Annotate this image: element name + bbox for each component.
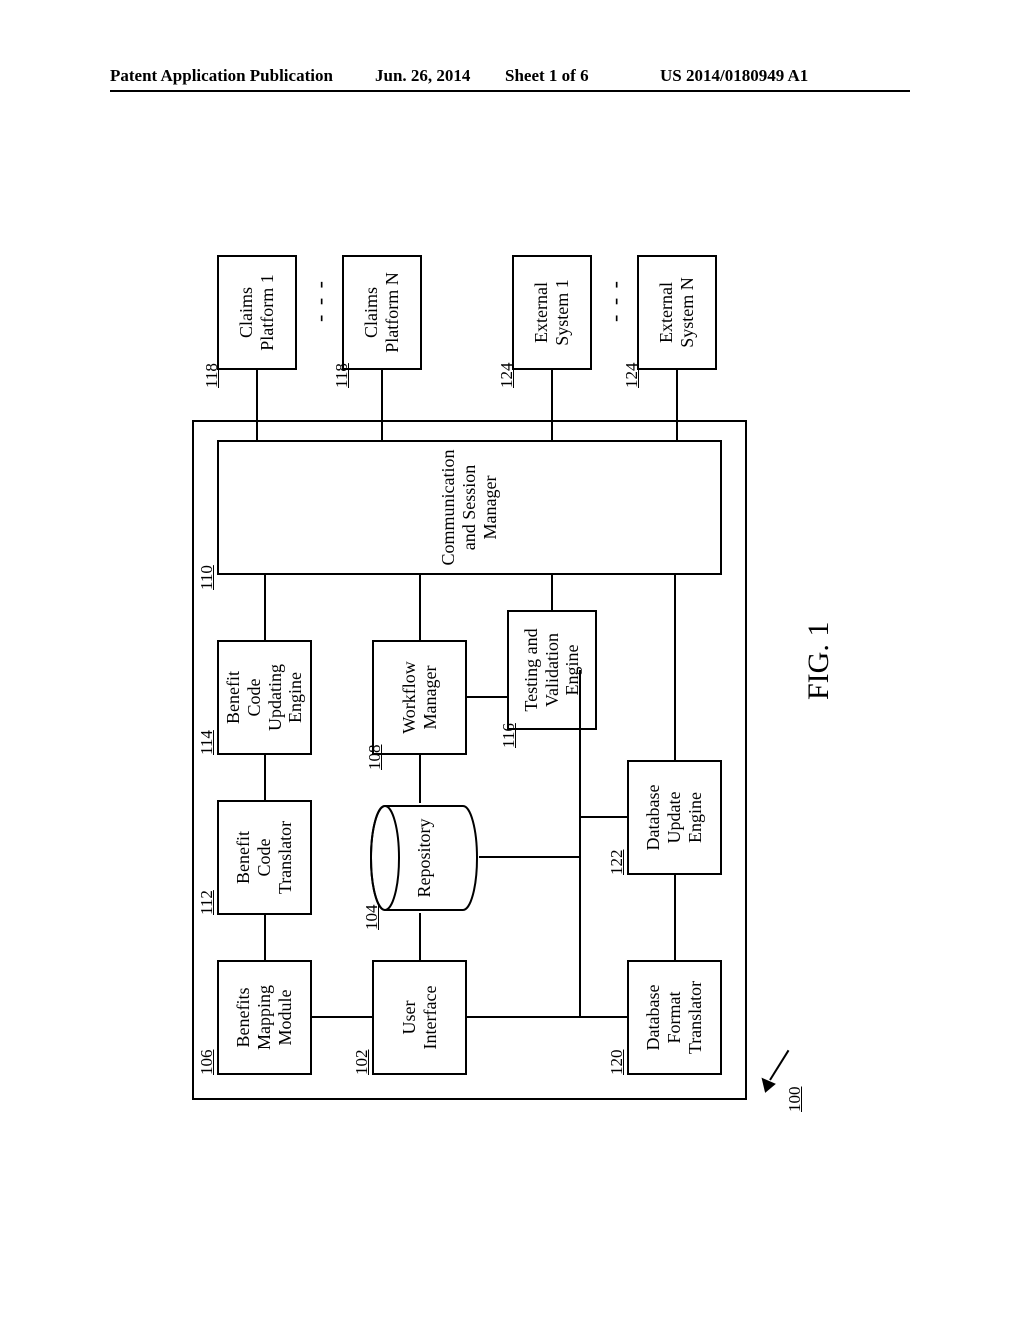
edge [467,696,507,698]
ref-108: 108 [365,745,385,771]
edge [551,575,553,610]
claims-n-label: Claims Platform N [361,272,402,353]
db-update-label: Database Update Engine [643,785,705,851]
box-workflow-manager: Workflow Manager [372,640,467,755]
edge [479,856,579,858]
ref-112: 112 [197,890,217,915]
box-testing-engine: Testing and Validation Engine [507,610,597,730]
edge [769,1050,789,1081]
ref-100: 100 [785,1087,805,1113]
box-benefit-updating: Benefit Code Updating Engine [217,640,312,755]
claims-1-label: Claims Platform 1 [236,274,277,351]
edge [551,370,553,440]
edge [579,670,581,1018]
box-user-interface: User Interface [372,960,467,1075]
edge [419,755,421,803]
edge [579,816,627,818]
ref-106: 106 [197,1050,217,1076]
benefit-updating-label: Benefit Code Updating Engine [223,664,306,731]
figure-canvas: Benefits Mapping Module 106 Benefit Code… [137,170,887,1130]
ext-1-label: External System 1 [531,279,572,346]
box-benefit-translator: Benefit Code Translator [217,800,312,915]
box-db-format: Database Format Translator [627,960,722,1075]
ellipsis-claims: - - - [307,279,332,322]
ref-104: 104 [362,905,382,931]
edge [419,913,421,960]
user-interface-label: User Interface [399,986,440,1050]
edge [674,875,676,960]
header-pubno: US 2014/0180949 A1 [660,66,808,86]
header-left: Patent Application Publication [110,66,333,86]
header-rule [110,90,910,92]
box-comm-session: Communication and Session Manager [217,440,722,575]
repository-label: Repository [369,803,479,913]
header-sheet: Sheet 1 of 6 [505,66,589,86]
ref-118a: 118 [202,363,222,388]
edge [312,1016,372,1018]
ref-124b: 124 [622,363,642,389]
edge [264,755,266,800]
comm-session-label: Communication and Session Manager [438,450,500,566]
db-format-label: Database Format Translator [643,981,705,1054]
edge [264,575,266,640]
ref-102: 102 [352,1050,372,1076]
ref-116: 116 [499,723,519,748]
edge [676,370,678,440]
page: Patent Application Publication Jun. 26, … [0,0,1024,1320]
ref-110: 110 [197,565,217,590]
ext-n-label: External System N [656,277,697,348]
box-ext-n: External System N [637,255,717,370]
edge [419,575,421,640]
figure-label: FIG. 1 [802,622,837,700]
benefit-translator-label: Benefit Code Translator [233,821,295,894]
ellipsis-ext: - - - [602,279,627,322]
box-db-update: Database Update Engine [627,760,722,875]
edge [381,370,383,440]
box-ext-1: External System 1 [512,255,592,370]
ref-118b: 118 [332,363,352,388]
ref-114: 114 [197,730,217,755]
box-claims-1: Claims Platform 1 [217,255,297,370]
edge [256,370,258,440]
header-date: Jun. 26, 2014 [375,66,470,86]
box-claims-n: Claims Platform N [342,255,422,370]
cylinder-repository: Repository [369,803,479,913]
box-benefits-mapping: Benefits Mapping Module [217,960,312,1075]
edge [674,575,676,760]
ref-120: 120 [607,1050,627,1076]
workflow-manager-label: Workflow Manager [399,661,440,734]
edge [467,1016,627,1018]
testing-engine-label: Testing and Validation Engine [521,628,583,711]
ref-122: 122 [607,850,627,876]
ref-124a: 124 [497,363,517,389]
edge [264,915,266,960]
benefits-mapping-label: Benefits Mapping Module [233,985,295,1050]
